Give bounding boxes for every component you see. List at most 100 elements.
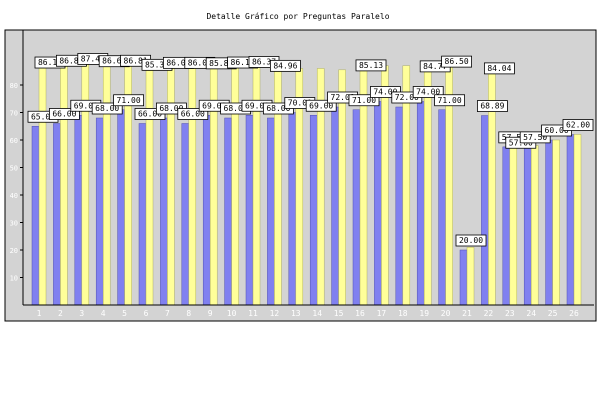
data-label-series-1: 57.50 <box>519 131 551 144</box>
x-tick-label: 3 <box>79 309 84 318</box>
y-tick-label: 10 <box>10 275 18 283</box>
bar-series-1 <box>202 115 211 306</box>
data-label-text: 86.17 <box>231 58 255 67</box>
data-label-box <box>305 99 337 112</box>
x-tick-label: 9 <box>208 309 213 318</box>
data-label-text: 68.00 <box>95 104 119 113</box>
data-label-box <box>483 62 515 75</box>
bar-series-2 <box>466 247 475 306</box>
bar-series-1 <box>53 123 61 306</box>
data-label-text: 68.00 <box>266 104 290 113</box>
data-label-text: 86.17 <box>38 58 62 67</box>
x-tick-label: 17 <box>377 309 387 318</box>
data-label-box <box>177 108 209 120</box>
data-label-text: 20.00 <box>459 236 483 245</box>
data-label-box <box>49 108 80 120</box>
data-label-text: 71.00 <box>352 96 376 105</box>
data-label-text: 85.87 <box>209 59 233 68</box>
bar-series-1 <box>523 146 532 306</box>
x-tick-label: 21 <box>462 309 472 318</box>
y-tick-label: 50 <box>10 165 18 173</box>
x-tick-label: 23 <box>505 309 515 318</box>
data-label-box <box>519 131 551 144</box>
data-label-text: 84.04 <box>487 64 511 73</box>
data-label-text: 69.00 <box>245 101 269 110</box>
data-label-text: 86.05 <box>166 58 190 67</box>
y-tick-label: 60 <box>10 137 18 145</box>
data-label-text: 70.00 <box>288 99 312 108</box>
x-tick-label: 7 <box>165 309 170 318</box>
bar-series-2 <box>530 145 539 306</box>
data-label-series-1: 71.00 <box>113 94 144 107</box>
bar-series-1 <box>374 101 382 306</box>
bar-series-1 <box>245 115 254 306</box>
data-label-series-1: 68.89 <box>476 100 508 112</box>
data-label-text: 86.50 <box>445 57 469 66</box>
bar-series-1 <box>95 117 104 306</box>
data-label-text: 87.47 <box>81 54 105 63</box>
data-label-text: 69.00 <box>74 101 98 110</box>
x-tick-label: 16 <box>355 309 365 318</box>
data-label-box <box>355 59 387 72</box>
x-tick-label: 26 <box>569 309 579 318</box>
x-tick-label: 6 <box>144 309 149 318</box>
data-label-text: 68.89 <box>480 102 504 111</box>
data-label-text: 65.00 <box>31 112 55 121</box>
data-label-text: 86.81 <box>124 56 148 65</box>
data-label-text: 84.77 <box>423 62 447 71</box>
bar-series-1 <box>416 101 425 306</box>
bar-series-1 <box>288 112 297 306</box>
data-label-text: 85.13 <box>359 61 383 70</box>
bar-series-1 <box>224 117 232 306</box>
data-label-text: 86.37 <box>252 57 276 66</box>
data-label-series-2: 84.96 <box>269 59 301 72</box>
data-label-text: 74.00 <box>416 88 440 97</box>
x-tick-label: 25 <box>548 309 558 318</box>
bar-series-2 <box>552 139 560 306</box>
bar-series-1 <box>545 139 553 306</box>
bar-series-1 <box>352 109 361 306</box>
bar-series-2 <box>573 134 582 306</box>
data-label-series-1: 20.00 <box>455 234 487 247</box>
data-label-text: 86.05 <box>188 58 212 67</box>
bar-series-1 <box>395 106 404 306</box>
bar-series-1 <box>267 117 275 306</box>
data-label-series-1: 66.00 <box>49 108 80 120</box>
data-label-series-2: 86.50 <box>441 55 473 68</box>
bar-series-1 <box>481 115 489 306</box>
y-tick-label: 30 <box>10 220 18 228</box>
data-label-series-1: 66.00 <box>177 108 209 120</box>
bar-series-1 <box>117 109 125 306</box>
bar-series-2 <box>145 70 154 306</box>
bar-series-1 <box>502 146 511 306</box>
bar-series-1 <box>566 134 575 306</box>
data-label-box <box>441 55 473 68</box>
bar-series-2 <box>188 68 197 306</box>
data-label-series-2: 84.04 <box>483 62 515 75</box>
data-label-text: 72.00 <box>395 93 419 102</box>
data-label-box <box>269 59 301 72</box>
data-label-text: 84.96 <box>273 61 297 70</box>
bar-series-1 <box>138 123 147 306</box>
bar-series-1 <box>309 115 318 306</box>
bar-series-2 <box>60 66 68 306</box>
data-label-series-1: 62.00 <box>562 119 594 131</box>
y-tick-label: 80 <box>10 82 18 90</box>
x-tick-label: 18 <box>398 309 408 318</box>
data-label-series-1: 74.00 <box>412 86 444 98</box>
data-label-text: 69.00 <box>202 101 226 110</box>
bar-series-2 <box>338 69 346 306</box>
x-tick-label: 11 <box>248 309 258 318</box>
bar-series-2 <box>38 67 47 306</box>
data-label-text: 66.00 <box>52 110 76 119</box>
data-label-box <box>434 94 466 107</box>
bar-series-1 <box>438 109 446 306</box>
bars-group <box>31 64 582 306</box>
x-tick-label: 2 <box>58 309 63 318</box>
x-tick-label: 20 <box>441 309 451 318</box>
bar-series-1 <box>74 115 83 306</box>
data-label-box <box>348 94 380 107</box>
data-label-box <box>455 234 487 247</box>
bar-series-2 <box>423 71 432 306</box>
x-tick-label: 14 <box>312 309 322 318</box>
